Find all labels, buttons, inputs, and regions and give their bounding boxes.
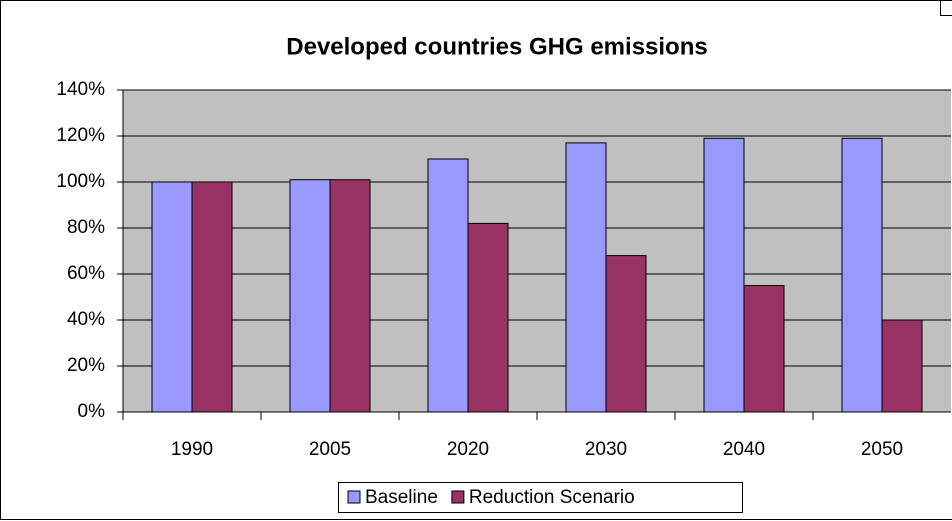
x-tick-label: 1990 xyxy=(171,439,213,460)
bar xyxy=(605,255,647,413)
bar xyxy=(329,179,371,413)
y-tick-label: 40% xyxy=(67,309,105,330)
y-tick-label: 140% xyxy=(56,79,105,100)
bar xyxy=(841,137,883,413)
legend-swatch xyxy=(347,490,361,504)
bar xyxy=(289,179,331,413)
y-tick-label: 100% xyxy=(56,171,105,192)
y-tick-label: 20% xyxy=(67,355,105,376)
bar xyxy=(565,142,607,413)
legend-box xyxy=(338,482,743,513)
legend-label: Reduction Scenario xyxy=(469,487,635,508)
y-tick-label: 0% xyxy=(78,401,106,422)
bar xyxy=(151,181,193,413)
bar xyxy=(881,319,923,413)
y-tick-label: 80% xyxy=(67,217,105,238)
bar xyxy=(427,158,469,413)
y-tick-label: 120% xyxy=(56,125,105,146)
bar xyxy=(467,222,509,413)
x-tick-label: 2005 xyxy=(309,439,351,460)
bar xyxy=(743,285,785,413)
plot-area xyxy=(123,90,951,412)
legend-swatch xyxy=(451,490,465,504)
x-tick-label: 2040 xyxy=(723,439,765,460)
bar xyxy=(191,181,233,413)
x-tick-label: 2020 xyxy=(447,439,489,460)
y-tick-label: 60% xyxy=(67,263,105,284)
corner-box xyxy=(940,0,952,16)
x-tick-label: 2050 xyxy=(861,439,903,460)
x-tick-label: 2030 xyxy=(585,439,627,460)
legend-label: Baseline xyxy=(365,487,438,508)
chart-title: Developed countries GHG emissions xyxy=(286,33,707,60)
bar xyxy=(703,137,745,413)
